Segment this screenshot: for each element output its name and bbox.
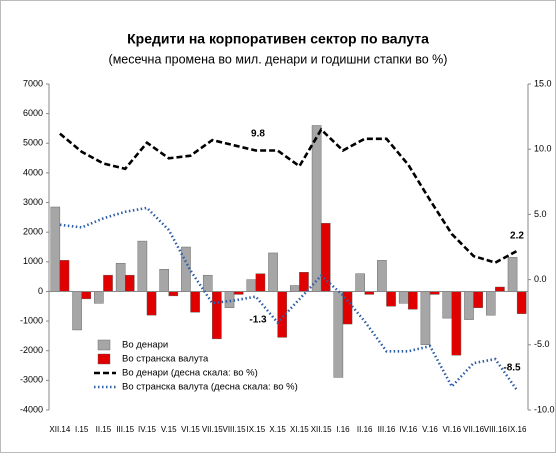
bar xyxy=(355,273,365,292)
bar xyxy=(473,291,483,308)
x-tick-label: IX.16 xyxy=(508,425,527,434)
x-tick-label: IV.15 xyxy=(138,425,156,434)
bar xyxy=(386,291,396,307)
y-tick-label: 3000 xyxy=(23,197,43,207)
y2-tick-label: 0.0 xyxy=(534,274,547,284)
bar xyxy=(59,260,70,292)
y-tick-label: 2000 xyxy=(23,227,43,237)
bar xyxy=(290,285,300,292)
x-tick-label: VII.15 xyxy=(202,425,223,434)
chart-title: Кредити на корпоративен сектор по валута xyxy=(127,31,429,47)
bar xyxy=(495,286,505,292)
bar xyxy=(398,291,409,304)
bar xyxy=(420,291,431,346)
bar xyxy=(81,291,92,300)
bar xyxy=(168,291,179,297)
x-tick-label: I.16 xyxy=(336,425,350,434)
bar xyxy=(333,291,344,378)
x-tick-label: V.15 xyxy=(161,425,177,434)
legend-label: Во денари (десна скала: во %) xyxy=(122,368,258,379)
bar xyxy=(50,206,61,292)
annotation: -1.3 xyxy=(249,315,267,326)
y-tick-label: 1000 xyxy=(23,256,43,266)
bar xyxy=(190,291,200,313)
bar xyxy=(103,274,113,292)
x-tick-label: II.15 xyxy=(96,425,112,434)
bar xyxy=(202,274,213,292)
bar xyxy=(159,269,169,292)
x-tick-label: XII.14 xyxy=(49,425,70,434)
bar xyxy=(320,223,331,292)
line xyxy=(59,206,519,392)
x-tick-label: X.15 xyxy=(269,425,286,434)
y-tick-label: 0 xyxy=(38,286,43,296)
bar xyxy=(94,291,104,304)
x-tick-label: IX.15 xyxy=(246,425,265,434)
x-tick-label: VIII.16 xyxy=(484,425,508,434)
legend-label: Во странска валута xyxy=(122,354,209,365)
x-tick-label: III.16 xyxy=(378,425,396,434)
y-tick-label: 6000 xyxy=(23,108,43,118)
y-tick-label: 4000 xyxy=(23,167,43,177)
legend-label: Во странска валута (десна скала: во %) xyxy=(122,382,298,393)
y2-tick-label: -5.0 xyxy=(534,339,550,349)
y-tick-label: -1000 xyxy=(20,315,43,325)
legend-swatch xyxy=(97,353,111,365)
bar xyxy=(255,273,266,292)
x-tick-label: XI.15 xyxy=(290,425,309,434)
bar xyxy=(277,291,287,338)
bar xyxy=(516,291,527,314)
bar xyxy=(442,291,452,319)
bar xyxy=(212,291,222,340)
x-tick-label: IV.16 xyxy=(399,425,417,434)
y-tick-label: 7000 xyxy=(23,78,43,88)
y-tick-label: -3000 xyxy=(20,375,43,385)
legend-label: Во денари xyxy=(122,340,168,351)
y2-tick-label: 5.0 xyxy=(534,209,547,219)
annotation: 9.8 xyxy=(251,129,265,140)
x-tick-label: V.16 xyxy=(422,425,438,434)
bar xyxy=(268,252,278,292)
y-tick-label: -2000 xyxy=(20,345,43,355)
bar xyxy=(137,240,148,292)
y-tick-label: -4000 xyxy=(20,404,43,414)
x-tick-label: VIII.15 xyxy=(223,425,247,434)
annotation: 2.2 xyxy=(510,231,524,242)
line xyxy=(59,127,518,264)
bar xyxy=(408,291,418,310)
x-tick-label: II.16 xyxy=(357,425,373,434)
bar xyxy=(507,257,518,292)
annotation: -8.5 xyxy=(503,363,521,374)
x-tick-label: I.15 xyxy=(75,425,89,434)
bar xyxy=(342,291,353,325)
y2-tick-label: 10.0 xyxy=(534,144,552,154)
x-tick-label: III.15 xyxy=(116,425,134,434)
x-tick-label: VI.15 xyxy=(181,425,200,434)
chart-subtitle: (месечна промена во мил. денари и годишн… xyxy=(109,52,448,66)
bar xyxy=(146,291,157,316)
x-tick-label: VI.16 xyxy=(442,425,461,434)
bar xyxy=(485,291,496,316)
x-tick-label: XII.15 xyxy=(311,425,332,434)
bar xyxy=(224,291,235,308)
bar xyxy=(377,260,387,292)
bar xyxy=(299,271,309,292)
bar xyxy=(115,263,126,292)
bar xyxy=(311,125,322,292)
bar xyxy=(72,291,82,331)
bar xyxy=(464,291,474,320)
bar xyxy=(246,279,257,292)
legend-swatch xyxy=(97,339,111,351)
x-tick-label: VII.16 xyxy=(463,425,484,434)
y2-tick-label: 15.0 xyxy=(534,78,552,88)
y-tick-label: 5000 xyxy=(23,138,43,148)
y2-tick-label: -10.0 xyxy=(534,404,555,414)
bar xyxy=(125,274,135,292)
bar xyxy=(451,291,462,356)
